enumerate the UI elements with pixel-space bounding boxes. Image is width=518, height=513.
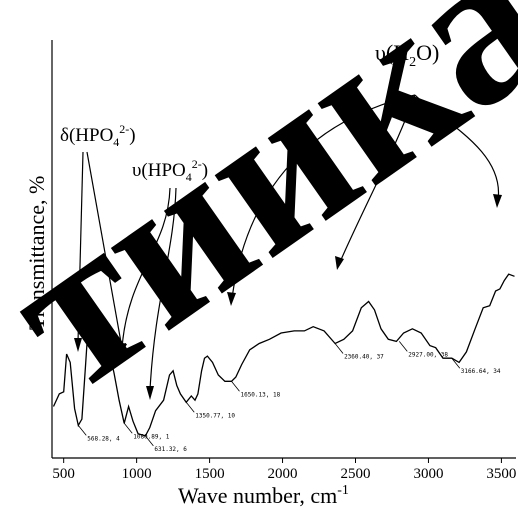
peak-labels: 568.28, 4 1080.89, 1 631.32, 6 1350.77, 10 1… bbox=[77, 341, 501, 453]
series-group bbox=[52, 273, 515, 437]
plot-frame bbox=[51, 40, 516, 459]
x-tick-label: 1000 bbox=[122, 466, 152, 482]
peak-label: 2360.40, 37 bbox=[344, 354, 384, 361]
peak-label: 3166.64, 34 bbox=[461, 368, 501, 375]
peak-label: 631.32, 6 bbox=[154, 446, 187, 453]
peak-leader bbox=[398, 341, 408, 352]
watermark: тиикал bbox=[0, 0, 518, 435]
arrow-delta-1 bbox=[77, 151, 84, 343]
arrowhead-3 bbox=[118, 342, 127, 356]
peak-label: 568.28, 4 bbox=[87, 435, 120, 442]
x-tick-label: 3000 bbox=[413, 466, 443, 482]
peak-leader bbox=[123, 423, 133, 434]
annotation-arrows bbox=[77, 94, 499, 391]
x-ticks: 500 1000 1500 2000 2500 3000 3500 bbox=[52, 458, 516, 482]
peak-leader bbox=[185, 402, 195, 413]
arrowhead-6 bbox=[335, 256, 344, 270]
arrowhead-7 bbox=[493, 194, 502, 208]
peak-leader bbox=[231, 381, 240, 392]
peak-leader bbox=[334, 343, 344, 354]
watermark-text: тиикал bbox=[0, 0, 518, 435]
x-tick-label: 3500 bbox=[486, 466, 516, 482]
peak-leader bbox=[77, 425, 87, 436]
annotation-nu-h2o: υ(H2O) bbox=[375, 40, 439, 70]
arrow-heads bbox=[74, 194, 502, 400]
peak-label: 1080.89, 1 bbox=[133, 433, 170, 440]
x-tick-label: 1500 bbox=[195, 466, 225, 482]
peak-label: 2927.00, 38 bbox=[408, 351, 448, 358]
annotation-nu-hpo4: υ(HPO42-) bbox=[132, 157, 208, 184]
arrowhead-4 bbox=[146, 386, 154, 400]
peak-label: 1350.77, 10 bbox=[195, 412, 235, 419]
arrow-h2o-3 bbox=[414, 94, 499, 201]
annotation-delta-hpo4: δ(HPO42-) bbox=[60, 122, 136, 149]
x-tick-label: 2000 bbox=[268, 466, 298, 482]
y-axis-title: Transmittance, % bbox=[24, 176, 49, 330]
arrow-delta-2 bbox=[86, 151, 123, 349]
peak-leader bbox=[145, 435, 154, 447]
arrow-nu-hpo4-1 bbox=[121, 187, 171, 349]
x-tick-label: 500 bbox=[52, 466, 75, 482]
arrow-nu-hpo4-2 bbox=[149, 187, 177, 391]
peak-label: 1650.13, 18 bbox=[240, 391, 280, 398]
spectrum-line bbox=[52, 273, 515, 437]
x-tick-label: 2500 bbox=[340, 466, 370, 482]
arrowhead-5 bbox=[227, 292, 236, 306]
arrow-h2o-2 bbox=[339, 94, 416, 263]
arrow-h2o-1 bbox=[231, 94, 416, 299]
arrowhead-1 bbox=[74, 338, 82, 352]
x-axis-title: Wave number, cm-1 bbox=[178, 483, 349, 508]
peak-leader bbox=[451, 357, 461, 369]
